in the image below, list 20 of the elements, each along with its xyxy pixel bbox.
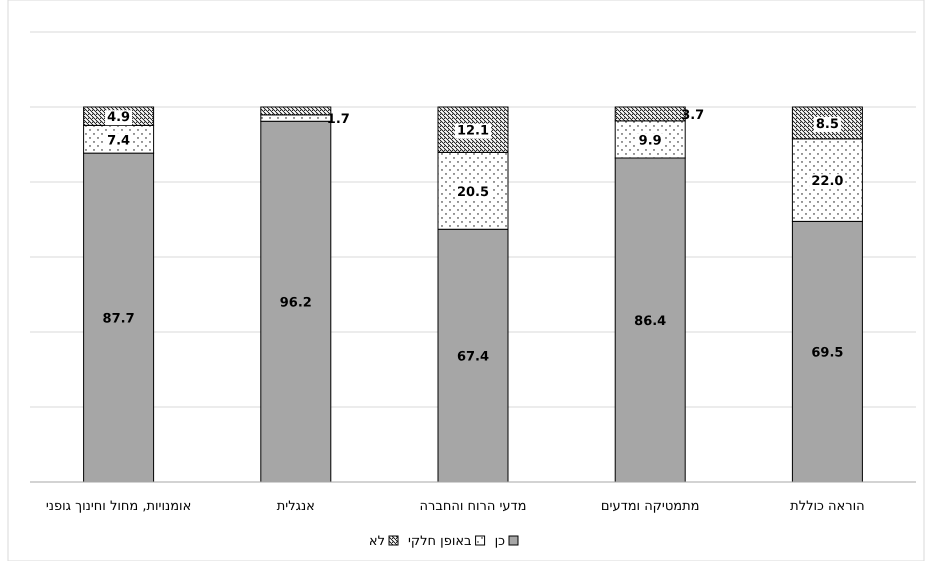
data-label: 8.5 (816, 116, 839, 132)
x-tick-label: אנגלית (276, 499, 315, 514)
data-label: 22.0 (811, 174, 844, 190)
x-tick-label: הוראה כוללת (790, 499, 865, 514)
x-tick-label: מדעי הרוח והחברה (420, 499, 526, 514)
x-tick-label: אומנויות, מחול וחינוך גופני (46, 499, 192, 514)
data-label: 4.9 (107, 110, 130, 126)
data-label: 67.4 (456, 350, 490, 365)
legend-label: כן (494, 534, 506, 549)
legend-label: לא (368, 534, 386, 549)
data-label: 20.5 (456, 184, 490, 200)
data-label: 9.9 (638, 133, 662, 148)
data-label: 7.4 (107, 133, 130, 148)
legend-label: באופן חלקי (408, 534, 472, 549)
x-tick-label: מתמטיקה ומדעים (600, 499, 700, 514)
data-label: 87.7 (102, 312, 135, 327)
data-label: 96.2 (280, 296, 312, 311)
data-label: 86.4 (634, 314, 666, 329)
data-label: 69.5 (811, 346, 844, 361)
data-label: 12.1 (456, 124, 490, 139)
